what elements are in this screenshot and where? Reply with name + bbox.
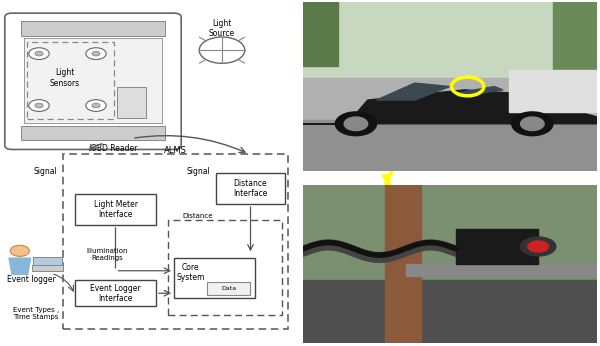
Bar <box>303 2 597 78</box>
Bar <box>303 280 597 343</box>
Circle shape <box>92 103 100 108</box>
Circle shape <box>35 103 43 108</box>
Text: Signal: Signal <box>186 167 210 176</box>
Circle shape <box>92 51 100 56</box>
Circle shape <box>521 117 544 130</box>
Text: Event Logger
Interface: Event Logger Interface <box>90 283 141 303</box>
Bar <box>32 265 63 271</box>
Circle shape <box>199 37 245 63</box>
Circle shape <box>528 241 548 252</box>
Bar <box>456 229 538 264</box>
Bar <box>21 21 165 36</box>
Text: Illumination
Readings: Illumination Readings <box>86 248 128 261</box>
Circle shape <box>521 237 556 256</box>
Bar <box>207 282 250 295</box>
Circle shape <box>344 117 368 130</box>
Circle shape <box>29 48 49 60</box>
FancyBboxPatch shape <box>5 13 181 149</box>
Text: Core
System: Core System <box>176 263 205 282</box>
Bar <box>63 154 288 329</box>
Bar <box>303 120 597 171</box>
Polygon shape <box>9 258 31 274</box>
Circle shape <box>29 100 49 111</box>
Text: Distance
Interface: Distance Interface <box>233 179 268 198</box>
Bar <box>21 126 165 140</box>
Polygon shape <box>303 90 597 124</box>
Text: ALMS: ALMS <box>164 146 187 155</box>
Bar <box>509 70 597 112</box>
Polygon shape <box>456 86 503 97</box>
Bar <box>27 42 114 119</box>
Bar <box>33 257 62 265</box>
Text: Distance: Distance <box>183 213 213 219</box>
Bar <box>303 2 338 66</box>
Circle shape <box>335 112 377 136</box>
Circle shape <box>86 48 106 60</box>
Bar <box>406 264 597 276</box>
Circle shape <box>35 51 43 56</box>
Circle shape <box>86 100 106 111</box>
Circle shape <box>512 112 553 136</box>
Bar <box>385 185 421 343</box>
Circle shape <box>10 245 29 256</box>
Bar <box>168 220 282 315</box>
Bar <box>553 2 597 73</box>
Text: Data: Data <box>221 286 236 291</box>
Text: Signal: Signal <box>33 167 57 176</box>
Bar <box>174 258 255 298</box>
Bar <box>75 194 156 225</box>
Text: Event logger: Event logger <box>7 275 56 284</box>
Bar <box>117 86 146 118</box>
Polygon shape <box>377 83 450 100</box>
Bar <box>216 173 285 204</box>
Bar <box>24 38 162 123</box>
Bar <box>303 78 597 171</box>
Text: Light Meter
Interface: Light Meter Interface <box>94 200 137 219</box>
Bar <box>75 280 156 306</box>
Text: Light
Source: Light Source <box>209 19 235 38</box>
Text: Event Types ,
Time Stamps: Event Types , Time Stamps <box>13 307 59 320</box>
Text: OBD Reader: OBD Reader <box>91 144 137 153</box>
Text: Light
Sensors: Light Sensors <box>50 68 80 88</box>
